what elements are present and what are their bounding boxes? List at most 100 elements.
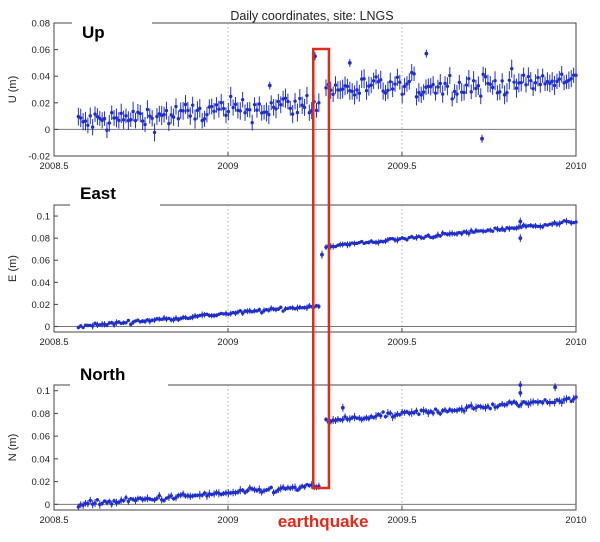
- data-point: [376, 80, 381, 84]
- data-point: [467, 76, 471, 81]
- data-point: [109, 502, 114, 506]
- data-point: [200, 493, 204, 497]
- data-point: [381, 89, 385, 93]
- data-point: [336, 88, 340, 92]
- data-point: [162, 112, 166, 117]
- data-point: [457, 80, 462, 84]
- component-label: East: [80, 184, 116, 203]
- data-point: [379, 414, 383, 418]
- data-point: [212, 109, 216, 113]
- data-point: [412, 410, 416, 415]
- data-point: [398, 80, 402, 84]
- y-tick-label: -0.02: [28, 152, 50, 163]
- data-point: [395, 75, 400, 79]
- data-point: [493, 79, 497, 83]
- data-point: [571, 73, 576, 77]
- data-point: [107, 121, 112, 125]
- data-point: [183, 102, 188, 107]
- data-point: [417, 412, 421, 416]
- y-tick-label: 0.08: [32, 19, 51, 30]
- data-point: [569, 399, 573, 403]
- data-point: [157, 112, 162, 116]
- data-point: [574, 220, 578, 224]
- data-point: [93, 501, 97, 505]
- data-point: [169, 113, 173, 117]
- data-point: [567, 396, 571, 400]
- data-point: [383, 91, 388, 95]
- data-point: [571, 397, 576, 401]
- data-point: [469, 90, 473, 94]
- data-point: [490, 85, 495, 90]
- data-point: [498, 90, 502, 94]
- data-point: [517, 225, 521, 229]
- data-point: [195, 108, 200, 113]
- data-point: [81, 503, 85, 507]
- data-point: [86, 501, 90, 506]
- data-point: [190, 103, 195, 107]
- data-point: [240, 311, 245, 315]
- data-point: [379, 78, 383, 82]
- x-tick-label: 2010: [565, 337, 586, 348]
- data-point: [557, 399, 562, 403]
- data-point: [431, 82, 435, 87]
- data-point: [162, 498, 166, 503]
- data-point: [495, 405, 500, 409]
- data-point: [257, 308, 262, 312]
- data-point: [424, 51, 429, 56]
- data-point: [357, 91, 362, 95]
- data-point: [536, 75, 540, 80]
- data-point: [426, 233, 431, 238]
- y-tick-label: 0: [45, 322, 50, 333]
- data-point: [518, 391, 523, 395]
- x-tick-label: 2009: [217, 337, 238, 348]
- earthquake-marker-box: [312, 47, 331, 490]
- data-point: [224, 113, 228, 117]
- data-point: [333, 83, 338, 87]
- data-point: [518, 236, 523, 241]
- data-point: [176, 117, 181, 121]
- data-point: [288, 106, 292, 111]
- data-point: [510, 66, 514, 71]
- data-point: [260, 310, 264, 315]
- data-point: [479, 94, 483, 98]
- data-point: [86, 123, 90, 128]
- data-point: [371, 79, 376, 83]
- data-point: [393, 238, 397, 242]
- data-point: [369, 83, 373, 87]
- data-point: [143, 122, 147, 127]
- y-axis-label: U (m): [7, 76, 19, 104]
- data-point: [557, 77, 562, 81]
- data-point: [526, 74, 531, 79]
- panel-north: 2008.5 2009 2009.5 2010 0 0.02 0.04 0.06 0.08 0.1…: [7, 362, 587, 526]
- data-point: [293, 99, 297, 103]
- data-point: [157, 493, 162, 498]
- data-point: [250, 120, 254, 125]
- component-label-box: [70, 362, 168, 388]
- data-point: [371, 240, 376, 245]
- data-point: [148, 114, 152, 118]
- x-tick-label: 2009.5: [387, 161, 416, 172]
- data-point: [188, 114, 192, 118]
- data-point: [331, 92, 335, 96]
- data-point: [340, 417, 345, 422]
- y-tick-label: 0.02: [32, 98, 51, 109]
- data-point: [531, 86, 535, 91]
- plot-frame: [53, 384, 577, 511]
- data-point: [238, 309, 242, 313]
- data-point: [469, 403, 473, 408]
- data-point: [102, 116, 107, 121]
- data-point: [121, 118, 126, 122]
- data-point: [429, 85, 433, 89]
- data-point: [500, 79, 504, 83]
- data-point: [552, 83, 557, 88]
- data-point: [276, 99, 281, 104]
- data-point: [355, 416, 359, 420]
- data-point: [231, 490, 235, 495]
- data-point: [462, 409, 466, 413]
- data-point: [150, 116, 154, 120]
- data-point: [93, 112, 97, 116]
- data-point: [238, 488, 242, 492]
- data-point: [560, 220, 564, 225]
